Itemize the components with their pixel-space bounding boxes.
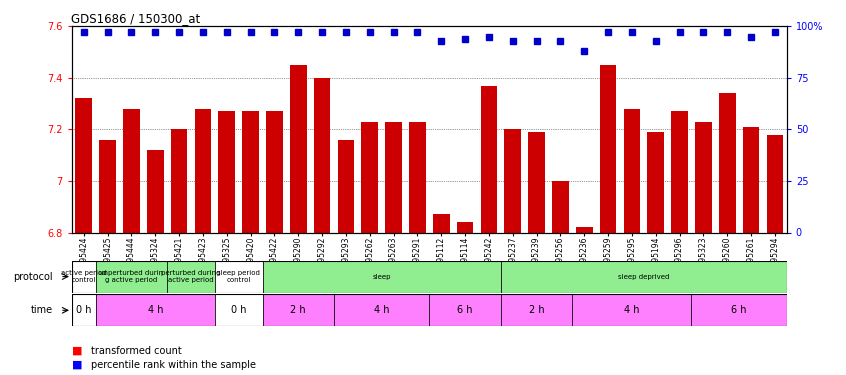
Bar xyxy=(215,261,262,292)
Text: percentile rank within the sample: percentile rank within the sample xyxy=(91,360,255,369)
Bar xyxy=(695,122,711,232)
Bar xyxy=(457,222,474,232)
Text: ■: ■ xyxy=(72,346,82,355)
Bar xyxy=(409,122,426,232)
Bar xyxy=(147,150,163,232)
Text: 2 h: 2 h xyxy=(290,305,306,315)
Text: transformed count: transformed count xyxy=(91,346,181,355)
Bar xyxy=(195,109,212,232)
Bar xyxy=(481,86,497,232)
Text: GDS1686 / 150300_at: GDS1686 / 150300_at xyxy=(71,12,201,25)
Bar xyxy=(552,181,569,232)
Text: 2 h: 2 h xyxy=(529,305,544,315)
Bar xyxy=(262,294,334,326)
Text: unperturbed durin
g active period: unperturbed durin g active period xyxy=(100,270,163,283)
Bar xyxy=(576,227,592,232)
Bar xyxy=(96,294,215,326)
Bar xyxy=(334,294,430,326)
Bar xyxy=(385,122,402,232)
Bar xyxy=(290,65,306,232)
Text: sleep: sleep xyxy=(372,274,391,280)
Bar xyxy=(743,127,760,232)
Bar xyxy=(215,294,262,326)
Bar xyxy=(75,99,92,232)
Bar xyxy=(647,132,664,232)
Bar xyxy=(528,132,545,232)
Bar xyxy=(124,109,140,232)
Bar xyxy=(168,261,215,292)
Bar xyxy=(600,65,617,232)
Bar xyxy=(504,129,521,232)
Bar xyxy=(218,111,235,232)
Bar xyxy=(72,261,96,292)
Text: perturbed during
active period: perturbed during active period xyxy=(162,270,221,283)
Bar xyxy=(430,294,501,326)
Bar xyxy=(99,140,116,232)
Bar xyxy=(766,135,783,232)
Text: sleep deprived: sleep deprived xyxy=(618,274,669,280)
Text: 0 h: 0 h xyxy=(76,305,91,315)
Bar xyxy=(242,111,259,232)
Bar xyxy=(338,140,354,232)
Bar xyxy=(72,294,96,326)
Text: protocol: protocol xyxy=(14,272,52,282)
Bar xyxy=(719,93,735,232)
Bar xyxy=(691,294,787,326)
Bar xyxy=(171,129,188,232)
Bar xyxy=(96,261,168,292)
Bar xyxy=(262,261,501,292)
Bar xyxy=(624,109,640,232)
Bar xyxy=(573,294,691,326)
Text: 0 h: 0 h xyxy=(231,305,246,315)
Bar xyxy=(671,111,688,232)
Bar xyxy=(501,294,573,326)
Text: 4 h: 4 h xyxy=(147,305,163,315)
Text: ■: ■ xyxy=(72,360,82,369)
Bar xyxy=(361,122,378,232)
Bar xyxy=(501,261,787,292)
Bar xyxy=(266,111,283,232)
Bar xyxy=(433,214,449,232)
Text: 6 h: 6 h xyxy=(732,305,747,315)
Text: 4 h: 4 h xyxy=(624,305,640,315)
Text: active period
control: active period control xyxy=(61,270,107,283)
Text: 6 h: 6 h xyxy=(458,305,473,315)
Text: sleep period
control: sleep period control xyxy=(217,270,261,283)
Text: 4 h: 4 h xyxy=(374,305,389,315)
Text: time: time xyxy=(30,305,52,315)
Bar xyxy=(314,78,331,232)
